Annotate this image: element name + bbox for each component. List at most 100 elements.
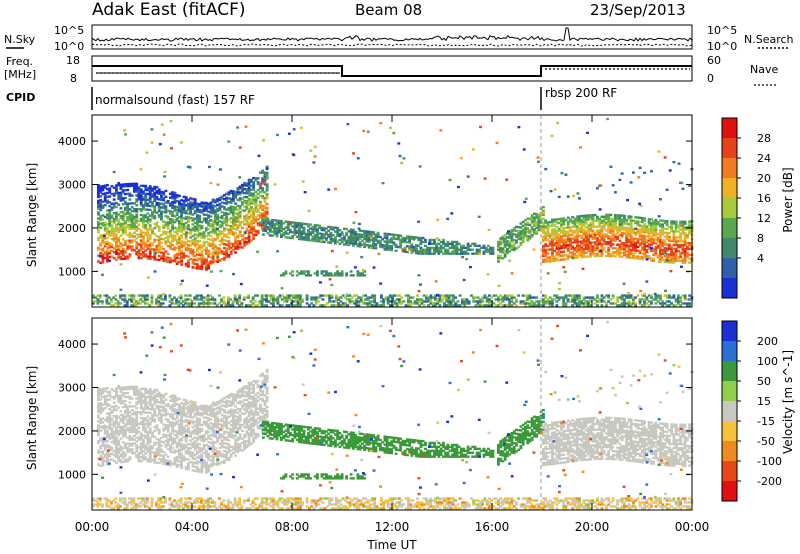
power-cell: [650, 237, 653, 241]
power-cell: [341, 304, 345, 307]
power-cell: [218, 198, 222, 202]
power-cell: [178, 194, 181, 198]
power-cell: [139, 217, 143, 221]
power-cell: [180, 230, 184, 233]
power-cell: [142, 192, 145, 195]
power-cell: [645, 280, 649, 283]
power-cell: [526, 239, 530, 242]
power-cell: [278, 294, 282, 297]
power-cell: [180, 253, 184, 257]
power-cell: [218, 204, 222, 207]
power-cell: [200, 246, 204, 249]
power-cell: [542, 302, 545, 305]
power-cell: [227, 218, 231, 222]
power-cell: [652, 232, 656, 235]
power-cell: [661, 231, 665, 234]
power-cell: [153, 191, 157, 195]
power-cell: [683, 251, 687, 255]
power-cell: [157, 249, 161, 252]
power-cell: [124, 206, 127, 209]
power-cell: [683, 298, 687, 301]
power-cell: [250, 202, 253, 205]
power-cell: [566, 220, 570, 223]
power-cell: [555, 226, 559, 229]
power-cell: [103, 250, 107, 254]
power-cell: [634, 296, 638, 299]
power-cell: [479, 302, 482, 305]
power-cell: [200, 224, 204, 228]
power-cell: [151, 212, 154, 216]
power-cell: [605, 215, 608, 218]
power-cell: [121, 251, 125, 255]
power-cell: [204, 302, 208, 305]
power-cell: [328, 300, 332, 303]
power-cell: [334, 238, 337, 241]
power-cell: [451, 252, 454, 255]
power-cell: [593, 243, 597, 246]
power-cell: [211, 229, 215, 233]
power-cell: [474, 296, 478, 299]
power-cell: [349, 270, 353, 273]
power-cell: [652, 240, 656, 243]
power-cell: [142, 221, 145, 225]
power-cell: [245, 188, 249, 191]
power-cell: [510, 296, 514, 299]
power-cell: [611, 223, 615, 226]
power-cell: [184, 196, 188, 199]
power-cell: [392, 235, 396, 238]
power-cell: [497, 304, 500, 307]
power-cell: [135, 245, 139, 248]
power-cell: [198, 247, 202, 251]
power-cell: [548, 296, 552, 299]
power-cell: [338, 229, 342, 232]
power-cell: [632, 252, 635, 256]
power-cell: [112, 247, 116, 250]
power-cell: [515, 233, 518, 236]
power-cell: [284, 232, 288, 235]
power-cell: [234, 218, 238, 221]
power-cell: [605, 221, 608, 224]
power-cell: [256, 177, 260, 180]
power-cell: [265, 165, 269, 169]
power-cell: [656, 294, 660, 297]
power-cell: [546, 225, 550, 228]
power-cell: [521, 294, 525, 297]
power-cell: [320, 234, 324, 238]
power-cell: [647, 304, 651, 307]
power-cell: [573, 296, 577, 299]
power-cell: [335, 300, 338, 303]
power-cell: [211, 204, 215, 207]
power-cell: [121, 253, 125, 257]
power-cell: [440, 300, 444, 303]
nsearch-label: N.Search: [744, 33, 794, 46]
power-cell: [223, 250, 226, 254]
power-cell: [557, 227, 561, 230]
power-cell: [157, 243, 161, 246]
power-cell: [180, 224, 184, 227]
power-cell: [231, 300, 235, 303]
power-cell: [668, 239, 671, 243]
power-cell: [329, 272, 333, 275]
power-cell: [665, 296, 669, 299]
power-cell: [573, 254, 577, 258]
velocity-cell: [99, 392, 103, 395]
power-cell: [591, 237, 595, 240]
power-cell: [634, 247, 638, 250]
power-cell: [329, 227, 333, 231]
power-cell: [388, 239, 391, 242]
power-cell: [177, 300, 181, 303]
power-cell: [124, 133, 127, 136]
power-cell: [245, 229, 249, 232]
power-cell: [316, 274, 319, 277]
power-cell: [99, 222, 103, 225]
power-cell: [108, 244, 112, 247]
power-cell: [238, 234, 242, 237]
power-cell: [148, 251, 152, 255]
power-cell: [264, 218, 268, 221]
velocity-cell: [108, 412, 112, 415]
power-cell: [647, 294, 651, 297]
power-cell: [139, 294, 143, 297]
power-cell: [115, 241, 118, 244]
